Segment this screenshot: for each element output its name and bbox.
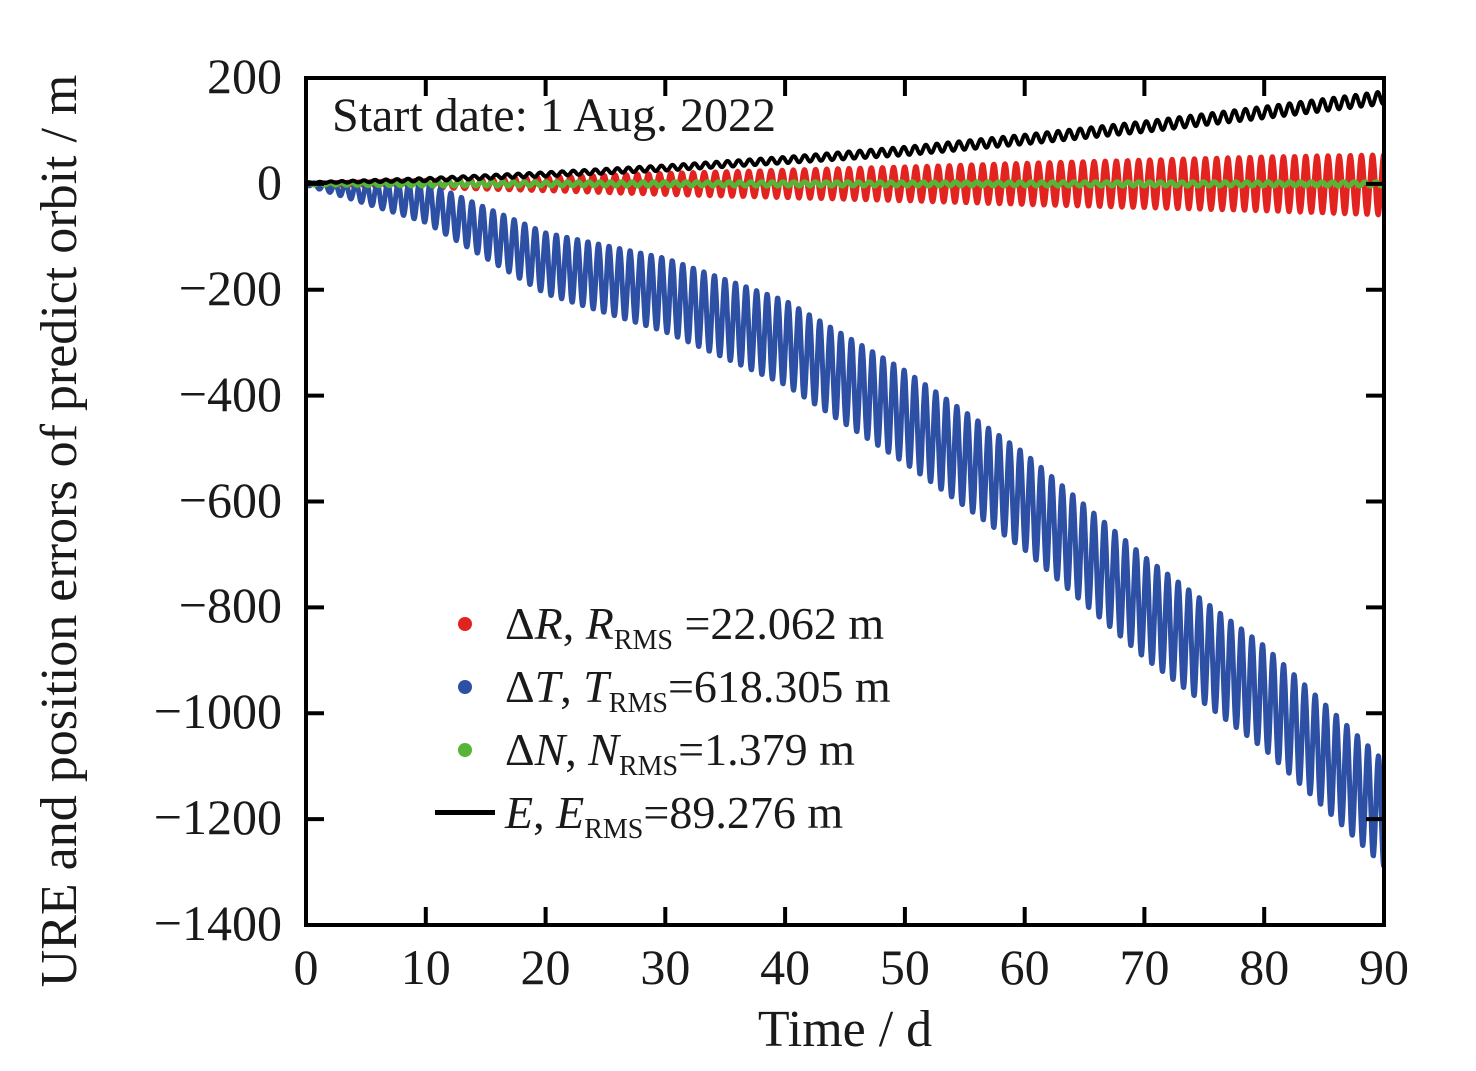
legend-marker-delta-n-dot-icon xyxy=(425,742,505,757)
y-tick-label: 0 xyxy=(257,153,282,210)
legend-label-delta-t: ΔT, TRMS=618.305 m xyxy=(505,661,891,719)
start-date-annotation: Start date: 1 Aug. 2022 xyxy=(332,89,776,142)
legend: ΔR, RRMS =22.062 m ΔT, TRMS=618.305 m ΔN… xyxy=(425,592,891,844)
x-tick-label: 30 xyxy=(640,939,691,995)
legend-label-delta-n: ΔN, NRMS=1.379 m xyxy=(505,724,855,782)
series-curve-delta-t xyxy=(306,180,1384,869)
y-tick-label: −1000 xyxy=(153,683,282,740)
series-curve-delta-n xyxy=(306,179,1384,189)
y-tick-label: −600 xyxy=(178,471,282,528)
y-tick-label: −400 xyxy=(178,365,282,422)
series-curve-e xyxy=(306,90,1384,186)
x-tick-label: 50 xyxy=(879,939,930,995)
x-tick-label: 40 xyxy=(760,939,811,995)
y-tick-label: −200 xyxy=(178,259,282,316)
plot-border xyxy=(304,76,1386,927)
legend-row-delta-n: ΔN, NRMS=1.379 m xyxy=(425,718,891,781)
y-axis-label-text: URE and position errors of predict orbit… xyxy=(31,74,88,988)
legend-row-delta-t: ΔT, TRMS=618.305 m xyxy=(425,655,891,718)
legend-marker-e-line-icon xyxy=(425,810,505,815)
y-tick-label: −1400 xyxy=(153,895,282,951)
x-tick-label: 90 xyxy=(1359,939,1409,995)
y-tick-label: 200 xyxy=(207,48,282,104)
legend-label-delta-r: ΔR, RRMS =22.062 m xyxy=(505,598,885,656)
x-tick-label: 20 xyxy=(520,939,571,995)
x-tick-label: 0 xyxy=(293,939,319,995)
x-tick-label: 70 xyxy=(1119,939,1170,995)
x-axis-label: Time / d xyxy=(757,1001,933,1058)
legend-marker-delta-t-dot-icon xyxy=(425,679,505,694)
legend-row-e: E, ERMS=89.276 m xyxy=(425,781,891,844)
legend-row-delta-r: ΔR, RRMS =22.062 m xyxy=(425,592,891,655)
x-tick-label: 10 xyxy=(400,939,451,995)
y-tick-label: −1200 xyxy=(153,789,282,846)
legend-label-e: E, ERMS=89.276 m xyxy=(505,787,844,845)
x-tick-label: 60 xyxy=(999,939,1050,995)
legend-marker-delta-r-dot-icon xyxy=(425,616,505,631)
y-tick-label: −800 xyxy=(178,577,282,634)
x-tick-label: 80 xyxy=(1239,939,1290,995)
